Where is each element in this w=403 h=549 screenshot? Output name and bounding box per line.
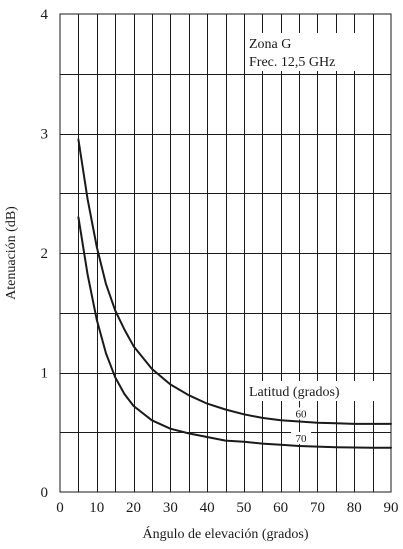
curve-label-background [291, 431, 312, 444]
curve-label-60: 60 [296, 408, 308, 420]
curve-label-background [291, 407, 312, 420]
curve-label-70: 70 [296, 433, 308, 445]
x-tick-label: 30 [163, 500, 178, 516]
y-tick-label: 3 [41, 127, 49, 143]
x-tick-label: 40 [200, 500, 215, 516]
x-tick-label: 20 [126, 500, 141, 516]
x-tick-label: 0 [56, 500, 64, 516]
tick-labels: 0 10 20 30 40 50 60 70 80 90 0 1 2 3 4 [41, 7, 399, 516]
plot-frame [59, 13, 392, 493]
curves: 60 70 [77, 138, 392, 449]
legend-title-background [245, 381, 387, 401]
curve-latitude-60 [77, 138, 392, 425]
x-tick-label: 70 [310, 500, 325, 516]
x-tick-label: 50 [236, 500, 251, 516]
grid [60, 14, 391, 492]
y-tick-label: 2 [41, 246, 49, 262]
y-tick-label: 4 [41, 7, 49, 23]
annotation-background [245, 33, 363, 71]
annotation-zone: Zona G [249, 37, 291, 52]
annotation-frequency: Frec. 12,5 GHz [249, 55, 335, 70]
x-tick-label: 90 [384, 500, 399, 516]
y-tick-label: 0 [41, 485, 49, 501]
x-axis-title: Ángulo de elevación (grados) [143, 525, 309, 542]
y-axis-title: Atenuación (dB) [4, 206, 19, 300]
x-tick-label: 80 [347, 500, 362, 516]
x-tick-label: 60 [273, 500, 288, 516]
legend-title: Latitud (grados) [249, 385, 340, 400]
curve-latitude-70 [77, 216, 392, 449]
x-tick-label: 10 [89, 500, 104, 516]
y-tick-label: 1 [41, 366, 49, 382]
